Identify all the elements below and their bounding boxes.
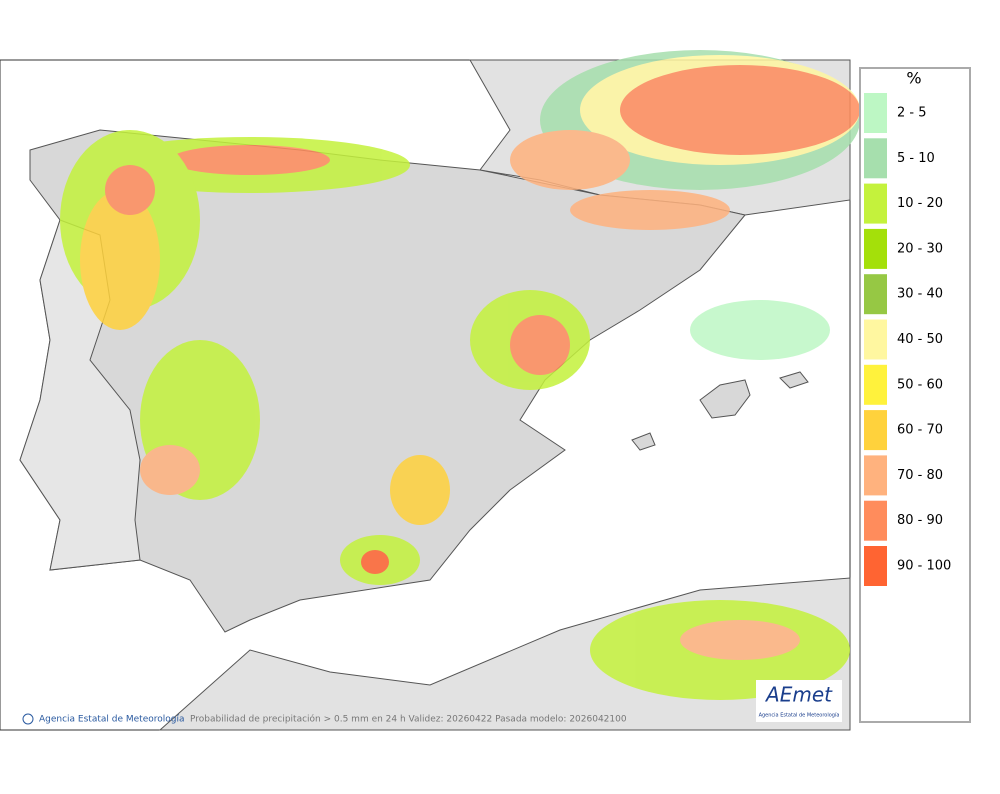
legend-label: 5 - 10	[897, 151, 935, 166]
legend-swatch	[864, 364, 887, 405]
probability-field	[60, 50, 860, 700]
caption: Probabilidad de precipitación > 0.5 mm e…	[190, 714, 627, 725]
legend-swatch	[864, 274, 887, 315]
legend-label: 70 - 80	[897, 468, 943, 483]
legend-label: 60 - 70	[897, 423, 943, 438]
legend-swatch	[864, 546, 887, 586]
legend-label: 10 - 20	[897, 196, 943, 211]
legend-label: 40 - 50	[897, 332, 943, 347]
legend-swatch	[864, 138, 887, 179]
map: Agencia Estatal de Meteorología Probabil…	[0, 50, 860, 731]
logo-subtitle: Agencia Estatal de Meteorología	[759, 712, 840, 719]
credit: Agencia Estatal de Meteorología	[39, 715, 185, 725]
mallorca	[699, 379, 751, 419]
logo-box	[756, 680, 842, 722]
legend-title: %	[906, 69, 921, 88]
legend-label: 20 - 30	[897, 241, 943, 256]
legend-label: 50 - 60	[897, 377, 943, 392]
menorca	[779, 371, 809, 389]
legend-label: 30 - 40	[897, 287, 943, 302]
copyright-icon	[22, 713, 34, 725]
legend-swatch	[864, 93, 887, 133]
legend-label: 2 - 5	[897, 106, 927, 121]
legend: % 2 - 5 5 - 10 10 - 20 20 - 30 30 - 40 40 - 5…	[859, 67, 971, 723]
ibiza	[631, 432, 656, 451]
legend-swatch	[864, 319, 887, 360]
legend-label: 80 - 90	[897, 513, 943, 528]
legend-swatch	[864, 183, 887, 224]
legend-swatch	[864, 500, 887, 541]
legend-swatch	[864, 410, 887, 451]
legend-swatch	[864, 455, 887, 496]
logo: AEmet	[764, 683, 833, 707]
legend-label: 90 - 100	[897, 559, 951, 574]
legend-swatch	[864, 228, 887, 269]
